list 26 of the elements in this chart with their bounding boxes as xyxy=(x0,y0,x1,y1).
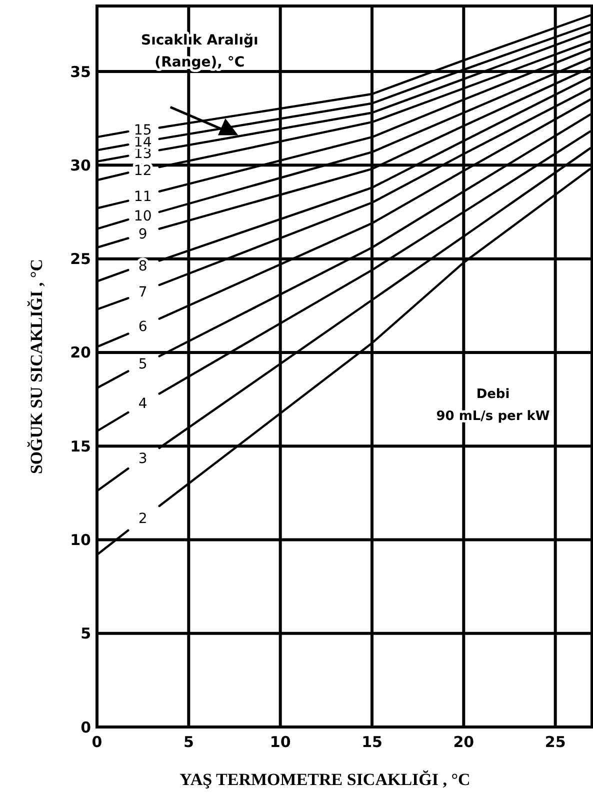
x-tick-label: 15 xyxy=(362,733,382,751)
x-tick-label: 20 xyxy=(453,733,474,751)
series-label: 8 xyxy=(138,258,148,274)
series-label: 9 xyxy=(138,226,148,242)
y-tick-label: 25 xyxy=(70,250,91,268)
series-label: 2 xyxy=(138,511,148,528)
series-label: 7 xyxy=(138,284,148,300)
x-tick-label: 25 xyxy=(544,733,566,751)
x-tick-label: 0 xyxy=(92,733,102,751)
y-tick-label: 30 xyxy=(70,156,91,174)
series-label: 10 xyxy=(134,208,152,225)
series-label: 11 xyxy=(134,188,152,205)
y-axis-title: SOĞUK SU SICAKLIĞI , °C xyxy=(27,258,46,474)
y-tick-label: 35 xyxy=(70,62,91,81)
series-label: 5 xyxy=(138,356,148,373)
series-label: 4 xyxy=(138,396,148,412)
x-tick-label: 10 xyxy=(270,733,291,751)
y-tick-label: 20 xyxy=(70,344,91,362)
series-label: 6 xyxy=(138,319,148,336)
series-label: 3 xyxy=(138,451,148,468)
y-tick-label: 0 xyxy=(80,718,91,736)
x-axis-title: YAŞ TERMOMETRE SICAKLIĞI , °C xyxy=(180,770,470,789)
y-tick-label: 5 xyxy=(80,624,91,643)
y-tick-label: 15 xyxy=(70,437,91,456)
y-tick-label: 10 xyxy=(70,530,91,549)
x-tick-label: 5 xyxy=(183,733,194,751)
